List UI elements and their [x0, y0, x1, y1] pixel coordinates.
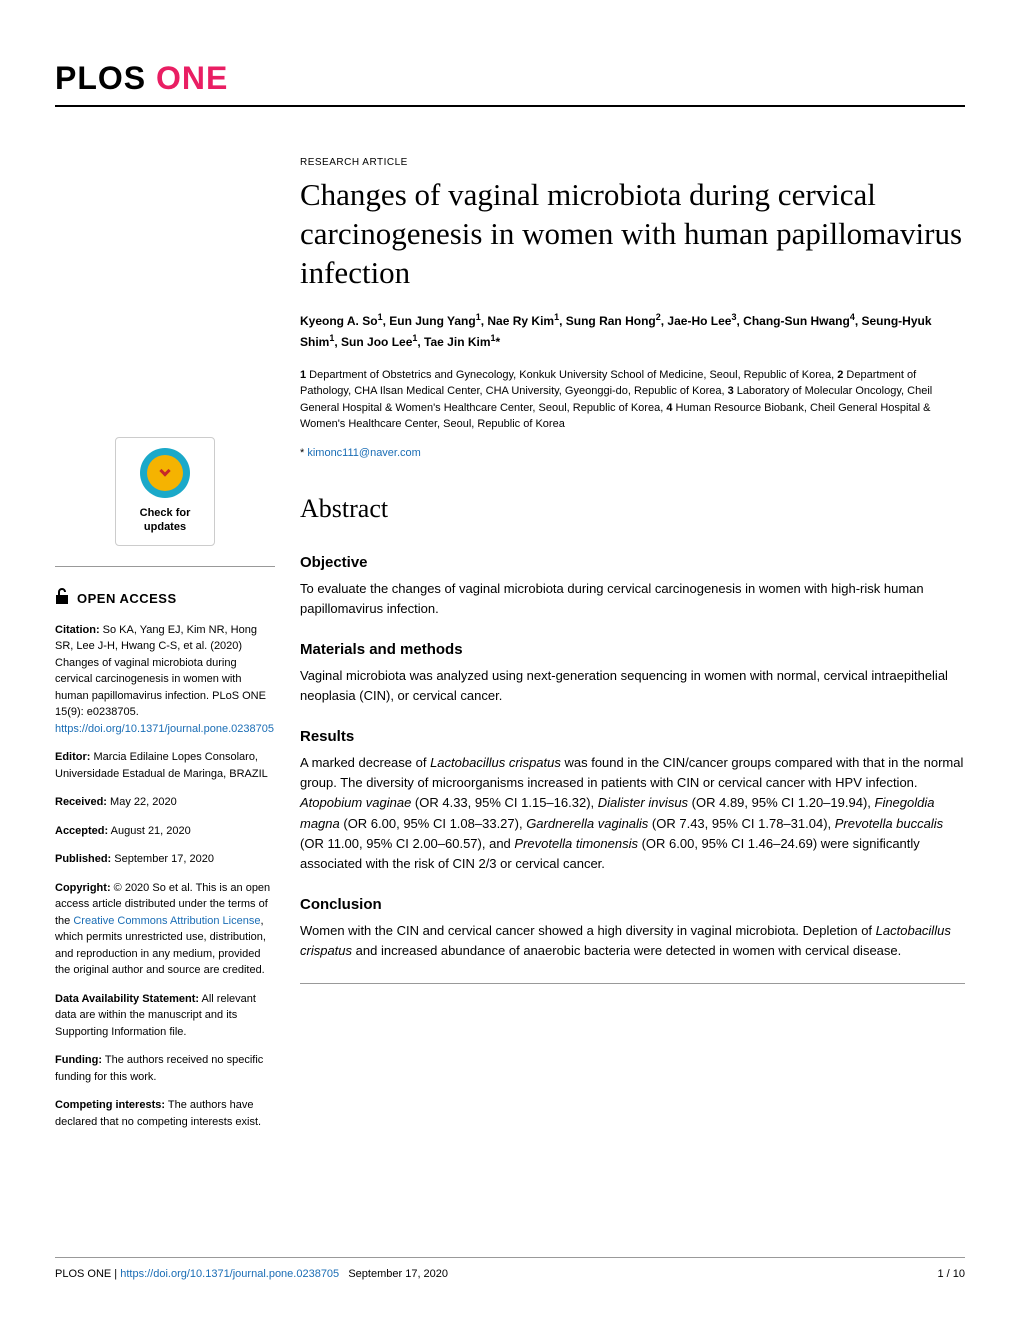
funding-block: Funding: The authors received no specifi… [55, 1052, 275, 1085]
check-updates-line1: Check for [121, 506, 209, 520]
results-heading: Results [300, 728, 965, 745]
article-end-divider [300, 983, 965, 984]
results-text: A marked decrease of Lactobacillus crisp… [300, 753, 965, 874]
published-block: Published: September 17, 2020 [55, 851, 275, 868]
footer-journal: PLOS ONE | [55, 1268, 120, 1280]
crossmark-icon [140, 448, 190, 498]
article-body: RESEARCH ARTICLE Changes of vaginal micr… [300, 157, 965, 1142]
authors-list: Kyeong A. So1, Eun Jung Yang1, Nae Ry Ki… [300, 310, 965, 352]
page-footer: PLOS ONE | https://doi.org/10.1371/journ… [55, 1257, 965, 1280]
objective-heading: Objective [300, 554, 965, 571]
footer-page-number: 1 / 10 [937, 1268, 965, 1280]
received-block: Received: May 22, 2020 [55, 794, 275, 811]
affiliations-list: 1 Department of Obstetrics and Gynecolog… [300, 367, 965, 433]
accepted-block: Accepted: August 21, 2020 [55, 823, 275, 840]
sidebar: Check for updates OPEN ACCESS Citation: … [55, 157, 275, 1142]
check-updates-badge[interactable]: Check for updates [115, 437, 215, 546]
divider [55, 566, 275, 567]
corresponding-author: * kimonc111@naver.com [300, 447, 965, 459]
check-updates-line2: updates [121, 520, 209, 534]
conclusion-heading: Conclusion [300, 896, 965, 913]
competing-interests-block: Competing interests: The authors have de… [55, 1097, 275, 1130]
corresponding-email-link[interactable]: kimonc111@naver.com [307, 447, 420, 459]
article-type: RESEARCH ARTICLE [300, 157, 965, 168]
open-access-label: OPEN ACCESS [77, 591, 177, 606]
footer-date: September 17, 2020 [348, 1268, 448, 1280]
citation-block: Citation: So KA, Yang EJ, Kim NR, Hong S… [55, 622, 275, 738]
logo-one: ONE [156, 60, 228, 96]
cc-license-link[interactable]: Creative Commons Attribution License [73, 915, 260, 927]
open-access-badge: OPEN ACCESS [55, 587, 275, 610]
logo-plos: PLOS [55, 60, 156, 96]
lock-open-icon [55, 587, 71, 610]
doi-link[interactable]: https://doi.org/10.1371/journal.pone.023… [55, 723, 274, 735]
data-availability-block: Data Availability Statement: All relevan… [55, 991, 275, 1041]
methods-heading: Materials and methods [300, 641, 965, 658]
abstract-heading: Abstract [300, 494, 965, 524]
footer-doi-link[interactable]: https://doi.org/10.1371/journal.pone.023… [120, 1268, 339, 1280]
journal-header: PLOS ONE [55, 60, 965, 107]
methods-text: Vaginal microbiota was analyzed using ne… [300, 666, 965, 706]
conclusion-text: Women with the CIN and cervical cancer s… [300, 921, 965, 961]
editor-block: Editor: Marcia Edilaine Lopes Consolaro,… [55, 749, 275, 782]
objective-text: To evaluate the changes of vaginal micro… [300, 579, 965, 619]
copyright-block: Copyright: © 2020 So et al. This is an o… [55, 880, 275, 979]
article-title: Changes of vaginal microbiota during cer… [300, 176, 965, 292]
